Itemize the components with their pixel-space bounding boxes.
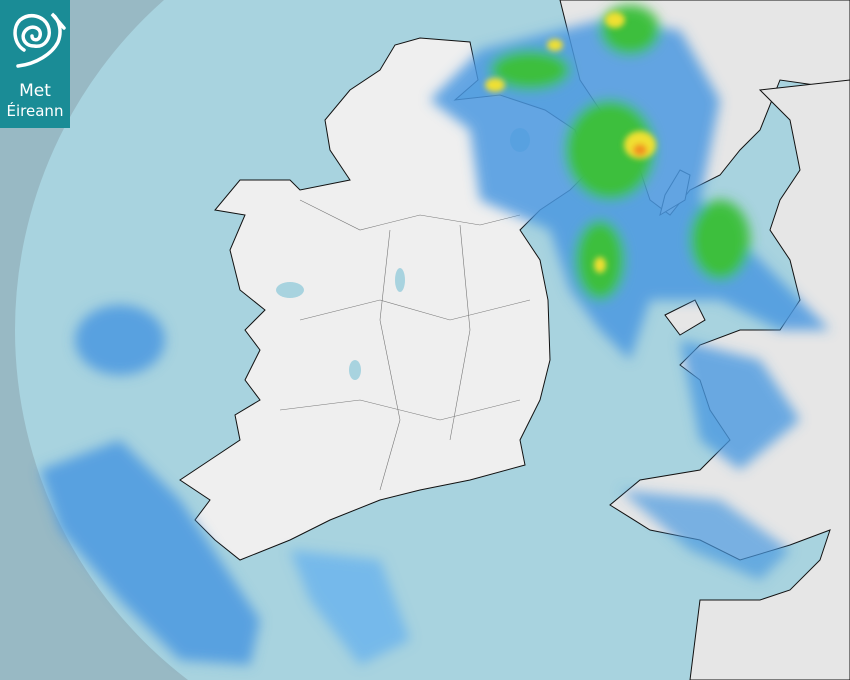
anglesey [664, 299, 706, 336]
county-borders [279, 199, 531, 491]
spiral-icon [13, 12, 66, 68]
met-eireann-logo: Met Éireann [0, 0, 70, 128]
logo-text-met: Met [19, 81, 51, 101]
heavy-precipitation [485, 12, 656, 273]
precipitation-layer [40, 5, 830, 665]
logo-text-eireann: Éireann [6, 102, 64, 120]
